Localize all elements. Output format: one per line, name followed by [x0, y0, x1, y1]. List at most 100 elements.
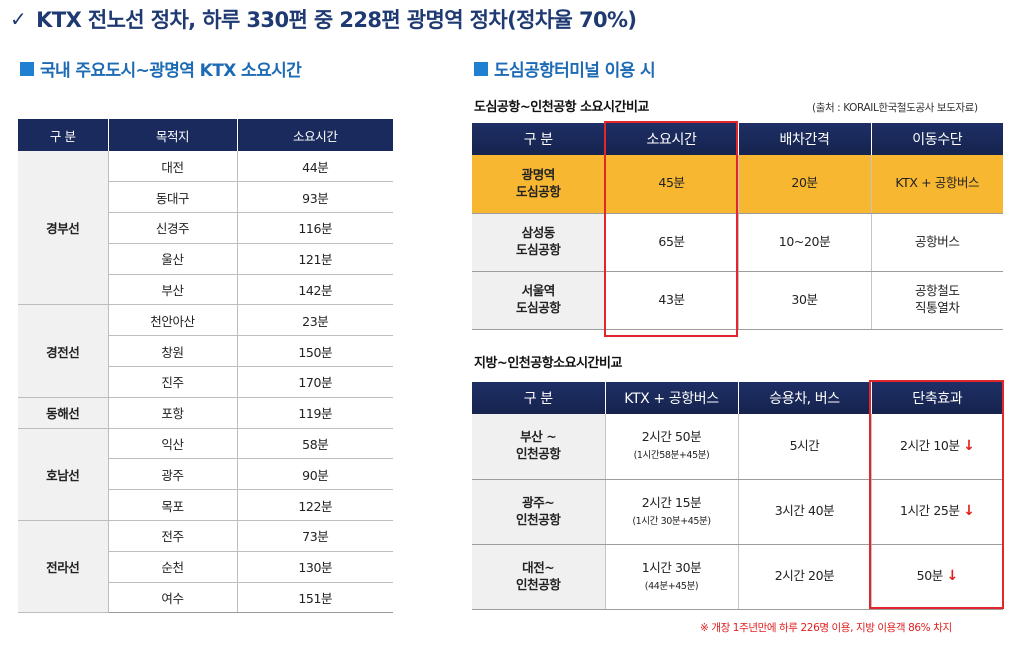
time-cell: 142분 — [236, 274, 393, 306]
time-cell: 122분 — [236, 489, 393, 522]
row-means: 공항버스 — [870, 213, 1003, 272]
row-ktx: 2시간 15분 (1시간 30분+45분) — [604, 479, 738, 545]
table-row: 동해선 포항 119분 — [18, 397, 393, 429]
header-saving: 단축효과 — [870, 382, 1003, 414]
destination-cell: 여수 — [107, 582, 237, 614]
table-row: 부산 142분 — [18, 274, 393, 306]
header-ktx: KTX + 공항버스 — [604, 382, 738, 414]
down-arrow-icon: ↓ — [946, 568, 958, 585]
line-name: 경부선 — [18, 151, 108, 306]
time-cell: 150분 — [236, 335, 393, 368]
table-row: 순천 130분 — [18, 551, 393, 583]
row-ktx: 2시간 50분 (1시간58분+45분) — [604, 414, 738, 480]
table-row: 대전~ 인천공항 1시간 30분 (44분+45분) 2시간 20분 50분 ↓ — [472, 544, 1003, 610]
row-means: 공항철도 직통열차 — [870, 271, 1003, 330]
table-row: 신경주 116분 — [18, 212, 393, 244]
line-name: 호남선 — [18, 428, 108, 522]
table-row: 서울역 도심공항 43분 30분 공항철도 직통열차 — [472, 271, 1003, 330]
down-arrow-icon: ↓ — [963, 503, 975, 520]
check-icon: ✓ — [10, 7, 27, 31]
table-row: 진주 170분 — [18, 366, 393, 398]
down-arrow-icon: ↓ — [963, 437, 975, 454]
header-time: 소요시간 — [604, 123, 738, 155]
destination-cell: 창원 — [107, 335, 237, 368]
table-row: 전라선 전주 73분 — [18, 520, 393, 614]
footnote: ※ 개장 1주년만에 하루 226명 이용, 지방 이용객 86% 차지 — [700, 622, 952, 634]
destination-cell: 익산 — [107, 428, 237, 460]
header-category: 구 분 — [472, 123, 605, 155]
square-bullet-icon — [474, 61, 488, 76]
row-time: 65분 — [604, 213, 738, 272]
destination-cell: 부산 — [107, 274, 237, 306]
destination-cell: 전주 — [107, 520, 237, 552]
header-destination: 목적지 — [107, 119, 237, 151]
time-cell: 130분 — [236, 551, 393, 583]
table-row: 경전선 천안아산 23분 — [18, 304, 393, 398]
time-cell: 170분 — [236, 366, 393, 398]
line-name: 동해선 — [18, 397, 108, 429]
row-car: 3시간 40분 — [737, 479, 871, 545]
table-row: 호남선 익산 58분 — [18, 428, 393, 522]
destination-cell: 진주 — [107, 366, 237, 398]
table-row: 광주~ 인천공항 2시간 15분 (1시간 30분+45분) 3시간 40분 1시간… — [472, 479, 1003, 545]
destination-cell: 포항 — [107, 397, 237, 429]
line-name: 전라선 — [18, 520, 108, 614]
table-row: 경부선 대전 44분 — [18, 151, 393, 306]
table2-title: 지방~인천공항소요시간비교 — [474, 356, 622, 371]
row-time: 43분 — [604, 271, 738, 330]
table-row: 부산 ~ 인천공항 2시간 50분 (1시간58분+45분) 5시간 2시간 10분… — [472, 414, 1003, 480]
row-name: 삼성동 도심공항 — [472, 213, 605, 272]
table-row: 광명역 도심공항 45분 20분 KTX + 공항버스 — [472, 155, 1003, 214]
row-car: 5시간 — [737, 414, 871, 480]
row-saving: 50분 ↓ — [870, 544, 1003, 610]
row-interval: 30분 — [737, 271, 871, 330]
table1-title: 도심공항~인천공항 소요시간비교 — [474, 100, 649, 115]
row-saving: 2시간 10분 ↓ — [870, 414, 1003, 480]
regional-airport-comparison-table: 구 분 KTX + 공항버스 승용차, 버스 단축효과 부산 ~ 인천공항 2시간… — [472, 382, 1003, 610]
source-note: (출처 : KORAIL한국철도공사 보도자료) — [812, 102, 978, 114]
destination-cell: 동대구 — [107, 181, 237, 214]
row-car: 2시간 20분 — [737, 544, 871, 610]
header-car: 승용차, 버스 — [737, 382, 871, 414]
header-interval: 배차간격 — [737, 123, 871, 155]
table-row: 광주 90분 — [18, 458, 393, 491]
time-cell: 44분 — [236, 151, 393, 183]
row-time: 45분 — [604, 155, 738, 214]
table-row: 여수 151분 — [18, 582, 393, 614]
table-row: 삼성동 도심공항 65분 10~20분 공항버스 — [472, 213, 1003, 272]
headline-text: KTX 전노선 정차, 하루 330편 중 228편 광명역 정차(정차율 70… — [36, 8, 637, 32]
destination-cell: 대전 — [107, 151, 237, 183]
header-means: 이동수단 — [870, 123, 1003, 155]
destination-cell: 순천 — [107, 551, 237, 583]
time-cell: 58분 — [236, 428, 393, 460]
row-name: 광주~ 인천공항 — [472, 479, 605, 545]
headline: ✓ KTX 전노선 정차, 하루 330편 중 228편 광명역 정차(정차율 … — [10, 4, 637, 34]
destination-cell: 광주 — [107, 458, 237, 491]
destination-cell: 울산 — [107, 243, 237, 275]
table-row: 창원 150분 — [18, 335, 393, 368]
table-row: 울산 121분 — [18, 243, 393, 275]
right-section-title: 도심공항터미널 이용 시 — [474, 56, 656, 81]
table-header-row: 구 분 소요시간 배차간격 이동수단 — [472, 123, 1003, 155]
time-cell: 151분 — [236, 582, 393, 614]
time-cell: 93분 — [236, 181, 393, 214]
row-name: 서울역 도심공항 — [472, 271, 605, 330]
ktx-travel-time-table: 구 분 목적지 소요시간 경부선 대전 44분 동대구 93분 신경주 116분 울산 121분… — [18, 119, 393, 614]
time-cell: 73분 — [236, 520, 393, 552]
header-category: 구 분 — [472, 382, 605, 414]
row-saving: 1시간 25분 ↓ — [870, 479, 1003, 545]
time-cell: 90분 — [236, 458, 393, 491]
time-cell: 23분 — [236, 304, 393, 337]
table-header-row: 구 분 KTX + 공항버스 승용차, 버스 단축효과 — [472, 382, 1003, 414]
header-category: 구 분 — [18, 119, 108, 151]
destination-cell: 천안아산 — [107, 304, 237, 337]
row-name: 부산 ~ 인천공항 — [472, 414, 605, 480]
destination-cell: 목포 — [107, 489, 237, 522]
row-interval: 20분 — [737, 155, 871, 214]
time-cell: 119분 — [236, 397, 393, 429]
destination-cell: 신경주 — [107, 212, 237, 244]
row-interval: 10~20분 — [737, 213, 871, 272]
row-ktx: 1시간 30분 (44분+45분) — [604, 544, 738, 610]
row-means: KTX + 공항버스 — [870, 155, 1003, 214]
time-cell: 116분 — [236, 212, 393, 244]
